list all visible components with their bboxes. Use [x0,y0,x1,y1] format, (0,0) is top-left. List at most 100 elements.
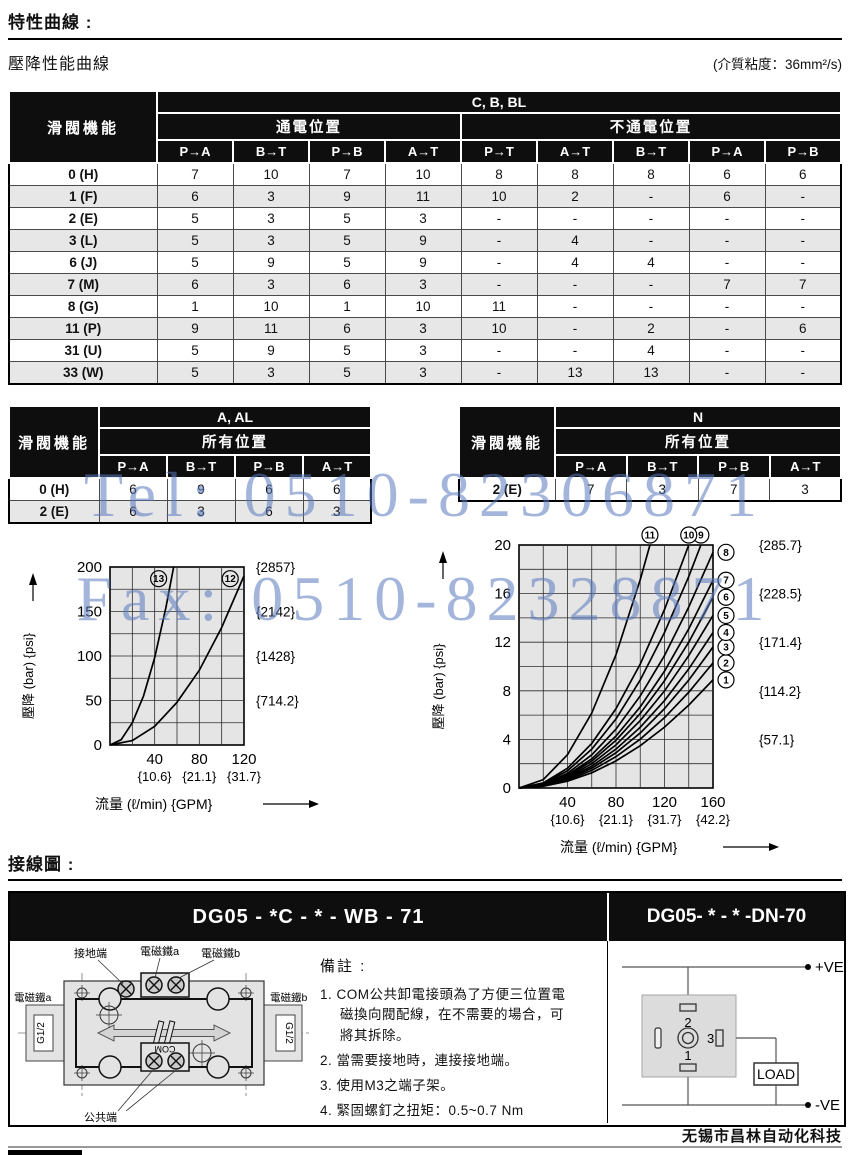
spool-code-cell: 6 (J) [8,251,158,274]
negative-terminal-label: -VE [815,1097,840,1114]
value-cell: 4 [612,251,690,274]
position-group-header: 所有位置 [554,427,842,456]
viscosity-note: (介質粘度：36mm²/s) [713,57,842,72]
x-tick-label: 40 [559,794,576,811]
curve-number-circle [717,606,735,625]
spool-code-cell: 33 (W) [8,361,158,385]
value-cell: 5 [308,229,386,252]
value-cell: - [612,207,690,230]
table-row: 33 (W) 5 3 5 3-13 13- - [8,361,842,385]
pin-3-label: 3 [707,1031,714,1046]
table-row: 3 (L) 5 3 5 9-4- - - [8,229,842,252]
curve-number: 5 [723,611,729,622]
value-cell: 6 [234,500,304,524]
note-item: 4. 緊固螺釘之扭矩：0.5~0.7 Nm [320,1103,524,1119]
curve-number: 9 [698,531,704,542]
x-tick-label: 80 [608,794,625,811]
value-cell: 3 [232,229,310,252]
table-row: 6 (J) 5 9 5 9-4 4- - [8,251,842,274]
flow-path-header: A→T [768,454,842,479]
value-cell: 3 [769,477,842,502]
flow-path-header: P→B [764,139,842,164]
value-cell: 5 [156,339,234,362]
curve [518,544,690,789]
model-header-bar: DG05 - *C - * - WB - 71 DG05- * - * -DN-… [10,893,844,941]
curve-number: 6 [723,593,729,604]
value-cell: 2 [612,317,690,340]
curve-number: 12 [225,574,237,585]
y-tick-label: 0 [94,737,102,754]
value-cell: 6 [688,162,766,186]
value-cell: - [688,361,766,385]
divider [8,879,842,881]
curve-number-circle [641,526,659,544]
wb-pressure-chart: 050 {714.2}100 {1428}150 {2142}200 {2857}40{… [21,559,319,812]
value-cell: - [460,273,538,296]
common-terminal-label: 公共端 [84,1111,117,1124]
table-row: 8 (G) 1 10 1 10 11- - - - [8,295,842,318]
value-cell: 6 [156,185,234,208]
value-cell: 3 [384,273,462,296]
footer-bar [8,1150,82,1155]
value-cell: 9 [308,185,386,208]
x-tick-label: 160 [700,794,725,811]
value-cell: - [536,317,614,340]
position-group-header: 所有位置 [98,427,372,456]
flow-path-header: A→T [384,139,462,164]
spool-function-header: 滑閥機能 [8,90,158,164]
curve-number: 3 [723,643,729,654]
curve-number-circle [717,671,735,689]
flow-path-header: P→B [308,139,386,164]
wiring-diagram-box: DG05 - *C - * - WB - 71 DG05- * - * -DN-… [8,891,846,1127]
value-cell: - [688,295,766,318]
curve [518,544,651,789]
flow-path-header: P→A [554,454,628,479]
y-tick-psi-label: {1428} [256,649,296,664]
value-cell: 10 [460,317,538,340]
value-cell: 5 [156,361,234,385]
value-cell: 3 [232,361,310,385]
flow-path-header: B→T [625,454,699,479]
flow-path-header: P→T [460,139,538,164]
y-tick-psi-label: {285.7} [759,538,802,553]
x-tick-gpm-label: {10.6} [551,812,586,827]
curve [109,575,245,746]
value-cell: 2 [536,185,614,208]
note-item: 3. 使用M3之端子架。 [320,1078,455,1093]
y-tick-psi-label: {57.1} [759,732,795,747]
spool-code-cell: 7 (M) [8,273,158,296]
spool-code-cell: 31 (U) [8,339,158,362]
value-cell: 6 [234,477,304,501]
spool-function-header: 滑閥機能 [8,405,100,479]
x-tick-gpm-label: {31.7} [227,769,262,784]
port-label-left: G1/2 [36,1022,47,1044]
x-tick-gpm-label: {31.7} [648,812,683,827]
x-axis-title: 流量 (ℓ/min) {GPM} [95,796,213,812]
table-row: 7 (M) 6 3 6 3- - -7 7 [8,273,842,296]
y-tick-psi-label: {228.5} [759,587,802,602]
value-cell: - [688,251,766,274]
curve-number-circle [717,543,735,561]
value-cell: 1 [308,295,386,318]
table-row: 2 (E) 7 3 7 3 [458,477,842,502]
spool-code-cell: 2 (E) [8,500,100,524]
value-cell: 3 [384,361,462,385]
solenoid-a-side-label: 電磁鐵a [14,991,51,1004]
solenoid-b-side-label: 電磁鐵b [270,991,307,1004]
value-cell: 5 [308,251,386,274]
value-cell: 10 [232,162,310,186]
spool-function-header: 滑閥機能 [458,405,556,479]
value-cell: 10 [460,185,538,208]
y-tick-label: 200 [77,559,102,576]
value-cell: - [536,273,614,296]
value-cell: 5 [308,361,386,385]
value-cell: - [688,229,766,252]
value-cell: - [764,339,842,362]
x-tick-gpm-label: {21.1} [182,769,217,784]
valve-type-header: C, B, BL [156,90,842,114]
value-cell: - [612,295,690,318]
value-cell: 6 [98,500,168,524]
value-cell: 9 [232,251,310,274]
value-cell: - [460,251,538,274]
value-cell: 7 [688,273,766,296]
